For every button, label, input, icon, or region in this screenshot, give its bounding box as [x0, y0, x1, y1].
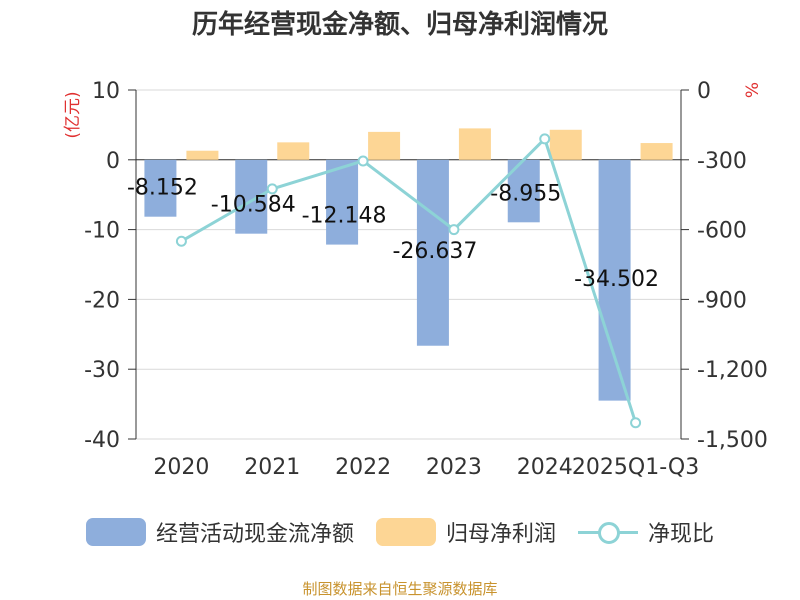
- y-tick-label: 0: [106, 149, 120, 174]
- bar-cash-flow: [235, 159, 268, 234]
- bar-net-profit: [640, 143, 673, 160]
- legend-label-net-profit: 归母净利润: [445, 522, 556, 547]
- bar-cash-flow: [326, 159, 359, 245]
- data-label-cash-flow: -10.584: [211, 193, 296, 218]
- data-label-cash-flow: -8.152: [127, 176, 198, 201]
- point-ratio: [630, 417, 642, 429]
- bar-cash-flow: [416, 159, 449, 346]
- legend-swatch-ratio: [578, 518, 638, 546]
- y2-tick-label: -600: [697, 219, 747, 244]
- bar-cash-flow: [144, 159, 177, 217]
- legend-item-ratio[interactable]: 净现比: [578, 516, 714, 548]
- y-tick-label: -30: [84, 358, 120, 383]
- y2-axis-unit: %: [743, 82, 763, 98]
- x-tick-label: 2025Q1-Q3: [572, 455, 699, 480]
- point-ratio: [539, 133, 551, 145]
- y-axis-unit: (亿元): [63, 91, 83, 138]
- y2-tick-label: 0: [697, 79, 711, 104]
- bar-net-profit: [458, 128, 491, 160]
- x-tick-label: 2022: [335, 455, 391, 480]
- bar-net-profit: [186, 150, 219, 160]
- y-tick-label: -40: [84, 428, 120, 453]
- data-label-cash-flow: -26.637: [392, 239, 477, 264]
- x-tick-label: 2024: [517, 455, 573, 480]
- legend-swatch-cash-flow: [85, 518, 146, 546]
- point-ratio: [357, 155, 369, 167]
- legend: 经营活动现金流净额 归母净利润 净现比: [0, 516, 800, 548]
- bar-net-profit: [549, 129, 582, 160]
- y2-tick-label: -300: [697, 149, 747, 174]
- y2-tick-label: -1,200: [697, 358, 768, 383]
- bar-net-profit: [277, 142, 310, 160]
- legend-swatch-net-profit: [375, 518, 436, 546]
- y2-tick-label: -900: [697, 288, 747, 313]
- legend-item-net-profit[interactable]: 归母净利润: [375, 516, 556, 548]
- x-tick-label: 2020: [153, 455, 209, 480]
- y2-tick-label: -1,500: [697, 428, 768, 453]
- legend-item-cash-flow[interactable]: 经营活动现金流净额: [85, 516, 354, 548]
- chart-title: 历年经营现金净额、归母净利润情况: [191, 10, 608, 40]
- y-tick-label: -20: [84, 288, 120, 313]
- x-tick-label: 2021: [244, 455, 300, 480]
- bar-net-profit: [368, 131, 401, 160]
- data-source-note: 制图数据来自恒生聚源数据库: [302, 580, 498, 598]
- y-tick-label: -10: [84, 219, 120, 244]
- point-ratio: [448, 224, 460, 236]
- data-label-cash-flow: -12.148: [302, 204, 387, 229]
- data-label-cash-flow: -34.502: [574, 267, 659, 292]
- point-ratio: [266, 183, 278, 195]
- legend-label-cash-flow: 经营活动现金流净额: [155, 522, 354, 547]
- line-ratio: [180, 136, 638, 424]
- y-tick-label: 10: [92, 79, 120, 104]
- point-ratio: [175, 235, 187, 247]
- data-label-cash-flow: -8.955: [490, 181, 561, 206]
- legend-label-ratio: 净现比: [648, 522, 715, 547]
- x-tick-label: 2023: [426, 455, 482, 480]
